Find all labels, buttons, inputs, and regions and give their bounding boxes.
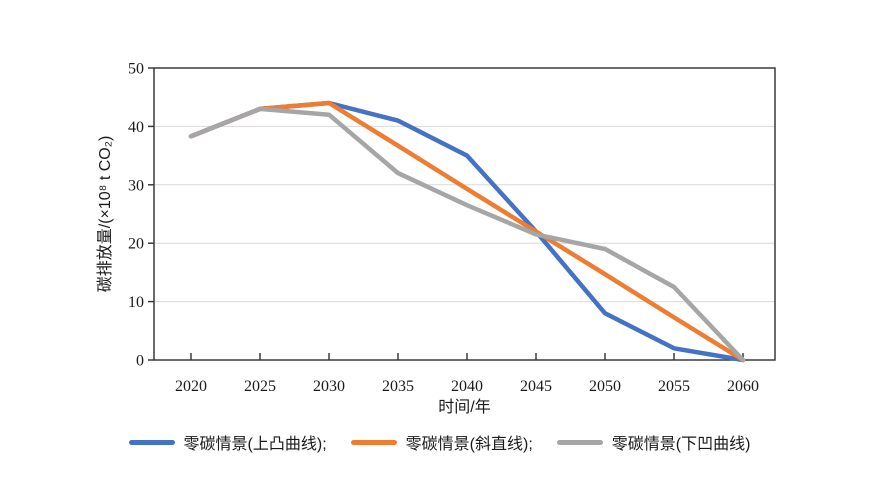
plot-frame [153, 67, 776, 361]
series-line-1 [188, 100, 746, 363]
legend-label-straight: 零碳情景(斜直线); [405, 436, 533, 453]
series-line-0 [188, 100, 746, 363]
x-axis-title: 时间/年 [438, 398, 490, 416]
x-tick-label: 2050 [589, 378, 621, 395]
legend-swatch-orange-icon [350, 439, 397, 445]
x-tick-label: 2020 [175, 378, 207, 395]
x-tick-label: 2045 [520, 378, 552, 395]
series-line-2 [188, 106, 746, 363]
legend-item-concave: 零碳情景(下凹曲线) [556, 430, 751, 454]
legend-label-convex: 零碳情景(上凸曲线); [183, 436, 327, 453]
x-tick-label: 2025 [244, 378, 276, 395]
x-tick-label: 2055 [658, 378, 690, 395]
y-tick-label: 0 [136, 353, 144, 370]
y-tick-label: 30 [128, 177, 144, 194]
x-tick-label: 2035 [382, 378, 414, 395]
x-tick-label: 2040 [451, 378, 483, 395]
y-tick-label: 50 [128, 61, 144, 78]
legend: 零碳情景(上凸曲线); 零碳情景(斜直线); 零碳情景(下凹曲线) [0, 430, 879, 454]
y-tick-label: 20 [128, 236, 144, 253]
x-tick-label: 2030 [313, 378, 345, 395]
y-axis-title: 碳排放量/(×10⁸ t CO₂) [96, 136, 114, 293]
legend-item-straight: 零碳情景(斜直线); [350, 430, 533, 454]
legend-item-convex: 零碳情景(上凸曲线); [128, 430, 327, 454]
legend-label-concave: 零碳情景(下凹曲线) [611, 436, 751, 453]
legend-swatch-blue-icon [128, 439, 175, 445]
y-tick-label: 10 [128, 294, 144, 311]
x-tick-label: 2060 [727, 378, 759, 395]
legend-swatch-gray-icon [556, 439, 603, 445]
y-tick-label: 40 [128, 119, 144, 136]
